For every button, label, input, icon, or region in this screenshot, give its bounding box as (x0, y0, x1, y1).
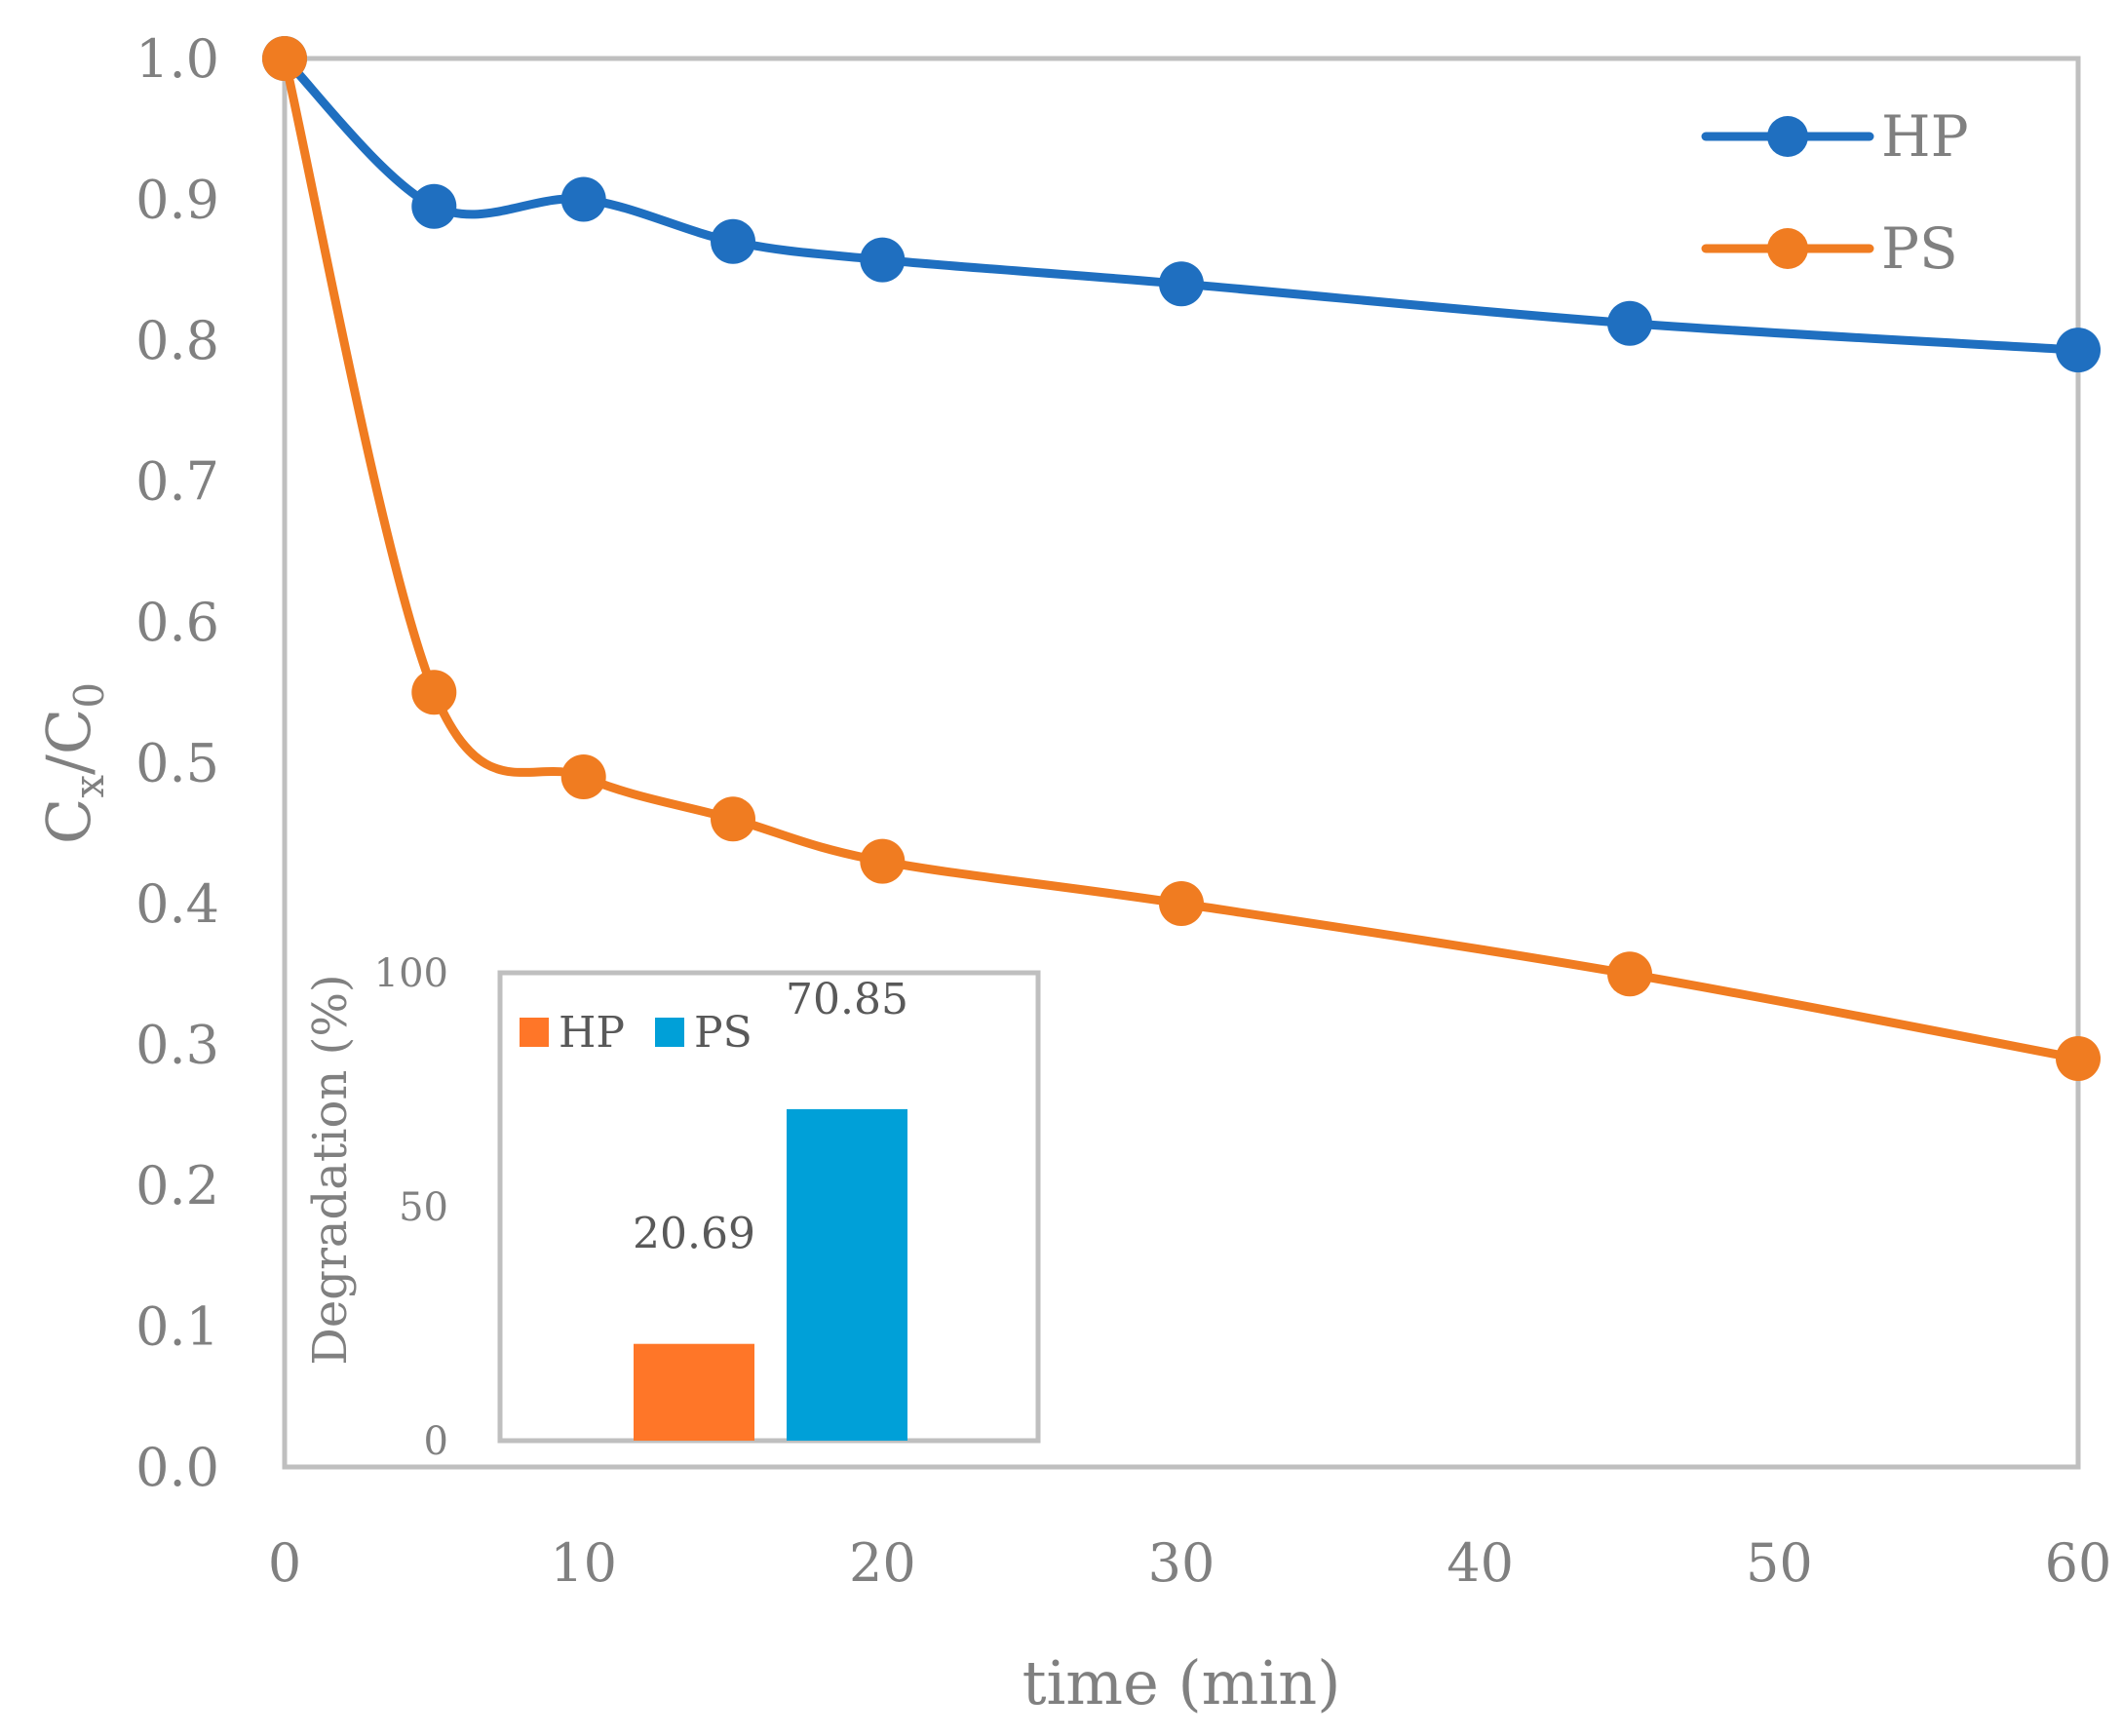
x-tick-label: 40 (1447, 1532, 1514, 1594)
inset-y-ticks: 0 50 100 (374, 951, 448, 1464)
data-point-hp (1607, 300, 1652, 346)
y-tick-label: 0.3 (135, 1015, 219, 1076)
inset-bar-hp (634, 1343, 754, 1441)
legend-label-ps: PS (1881, 215, 1958, 282)
x-axis-title: time (min) (1022, 1647, 1341, 1718)
legend-label-hp: HP (1881, 103, 1969, 170)
x-tick-label: 60 (2045, 1532, 2112, 1594)
y-axis-ticks: 0.0 0.1 0.2 0.3 0.4 0.5 0.6 0.7 0.8 0.9 1.0 (135, 28, 219, 1498)
series-layer (262, 36, 2101, 1081)
inset-frame (497, 970, 1041, 1444)
data-point-ps (411, 670, 457, 715)
y-axis-title: Cx/C0 (33, 682, 113, 844)
y-tick-label: 0.9 (135, 170, 219, 231)
y-tick-label: 0.5 (135, 733, 219, 794)
data-point-hp (2056, 328, 2101, 373)
inset-legend-label-hp: HP (559, 1008, 625, 1058)
y-axis-title-sep: /C (33, 709, 104, 775)
y-tick-label: 0.6 (135, 592, 219, 653)
y-axis-title-sub-x: x (65, 775, 113, 798)
inset-y-tick-label: 50 (399, 1185, 448, 1230)
x-tick-label: 50 (1746, 1532, 1813, 1594)
y-tick-label: 1.0 (135, 28, 219, 90)
y-axis-title-main: C (33, 798, 104, 844)
x-tick-label: 30 (1148, 1532, 1215, 1594)
y-tick-label: 0.2 (135, 1155, 219, 1216)
data-point-ps (711, 796, 755, 842)
inset-bars: 20.69 70.85 (633, 975, 908, 1441)
inset-legend-label-ps: PS (694, 1008, 752, 1058)
data-point-hp (860, 237, 906, 283)
data-point-ps (1607, 951, 1652, 997)
y-tick-label: 0.0 (135, 1437, 219, 1498)
y-tick-label: 0.4 (135, 873, 219, 935)
x-axis-ticks: 0 10 20 30 40 50 60 (268, 1532, 2112, 1594)
inset-legend: HP PS (520, 1008, 752, 1058)
inset-y-axis-title: Degradation (%) (303, 974, 358, 1365)
data-point-ps (262, 36, 307, 81)
y-tick-label: 0.8 (135, 310, 219, 371)
data-point-hp (711, 218, 755, 264)
data-point-ps (560, 754, 606, 799)
inset-y-tick-label: 100 (374, 951, 448, 996)
inset-bar-ps (787, 1108, 907, 1441)
data-point-hp (1159, 261, 1204, 307)
data-point-hp (560, 176, 606, 222)
legend-marker-ps (1767, 228, 1808, 269)
x-tick-label: 0 (268, 1532, 301, 1594)
inset-bar-label-ps: 70.85 (786, 975, 908, 1024)
y-tick-label: 0.7 (135, 451, 219, 513)
inset-legend-swatch-hp (520, 1018, 549, 1047)
inset-legend-swatch-ps (655, 1018, 684, 1047)
x-tick-label: 20 (849, 1532, 916, 1594)
data-point-ps (860, 838, 906, 884)
y-axis-title-sub-0: 0 (65, 682, 113, 709)
inset-y-tick-label: 0 (424, 1419, 448, 1464)
plot-area-frame (282, 56, 2081, 1470)
inset-bar-label-hp: 20.69 (633, 1210, 755, 1259)
inset-chart: 0 50 100 Degradation (%) 20.69 70.85 HP PS (303, 951, 1041, 1464)
data-point-hp (411, 183, 457, 229)
x-tick-label: 10 (550, 1532, 617, 1594)
data-point-ps (1159, 881, 1204, 926)
legend: HP PS (1701, 103, 1969, 282)
legend-marker-hp (1767, 116, 1808, 157)
y-tick-label: 0.1 (135, 1296, 219, 1358)
data-point-ps (2056, 1036, 2101, 1081)
